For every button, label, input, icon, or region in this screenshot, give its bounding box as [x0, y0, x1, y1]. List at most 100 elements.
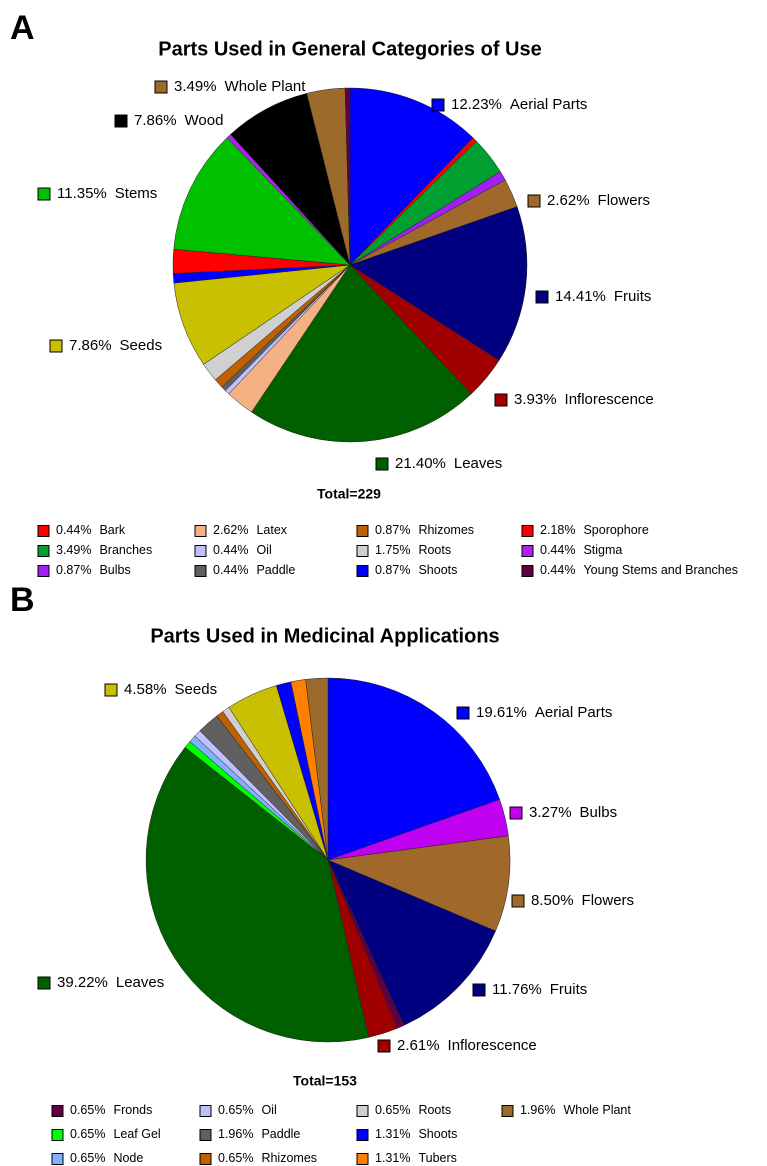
legend-swatch: [199, 1105, 212, 1117]
category-label: Bulbs: [580, 804, 618, 821]
value-label: 2.61%: [397, 1037, 440, 1054]
slice-label: 0.65% Leaf Gel: [70, 1127, 161, 1141]
slice-label: 0.65% Roots: [375, 1103, 451, 1117]
slice-label: 0.65% Rhizomes: [218, 1151, 317, 1165]
slice-label: 3.93% Inflorescence: [514, 391, 654, 408]
value-label: 2.62%: [213, 523, 248, 537]
slice-label: 2.62% Flowers: [547, 192, 650, 209]
category-label: Paddle: [261, 1127, 300, 1141]
legend-swatch: [37, 565, 50, 577]
category-label: Fruits: [614, 288, 652, 305]
value-label: 2.62%: [547, 192, 590, 209]
slice-label: 0.65% Node: [70, 1151, 143, 1165]
category-label: Aerial Parts: [510, 96, 588, 113]
slice-label: 0.65% Fronds: [70, 1103, 152, 1117]
category-label: Leaf Gel: [113, 1127, 160, 1141]
total-label: Total=229: [317, 486, 381, 502]
value-label: 3.27%: [529, 804, 572, 821]
legend-swatch: [49, 339, 63, 353]
slice-label: 1.96% Whole Plant: [520, 1103, 631, 1117]
legend-swatch: [199, 1153, 212, 1165]
category-label: Roots: [418, 543, 451, 557]
value-label: 0.65%: [218, 1103, 253, 1117]
category-label: Whole Plant: [563, 1103, 631, 1117]
value-label: 2.18%: [540, 523, 575, 537]
value-label: 0.65%: [70, 1127, 105, 1141]
category-label: Leaves: [454, 455, 502, 472]
value-label: 0.44%: [213, 563, 248, 577]
panel-letter: A: [10, 9, 35, 47]
category-label: Fruits: [550, 981, 588, 998]
pie-slice: [327, 835, 511, 932]
legend-swatch: [456, 706, 470, 720]
category-label: Node: [113, 1151, 143, 1165]
slice-label: 3.27% Bulbs: [529, 804, 617, 821]
category-label: Rhizomes: [261, 1151, 317, 1165]
slice-label: 19.61% Aerial Parts: [476, 704, 612, 721]
slice-label: 4.58% Seeds: [124, 681, 217, 698]
legend-swatch: [194, 525, 207, 537]
legend-swatch: [431, 98, 445, 112]
legend-swatch: [194, 565, 207, 577]
slice-label: 0.44% Young Stems and Branches: [540, 563, 738, 577]
legend-swatch: [527, 194, 541, 208]
category-label: Leaves: [116, 974, 164, 991]
slice-label: 14.41% Fruits: [555, 288, 651, 305]
slice-label: 1.31% Shoots: [375, 1127, 457, 1141]
category-label: Sporophore: [583, 523, 648, 537]
slice-label: 2.61% Inflorescence: [397, 1037, 537, 1054]
pie-slice: [305, 677, 329, 861]
value-label: 1.75%: [375, 543, 410, 557]
legend-swatch: [521, 545, 534, 557]
slice-label: 3.49% Branches: [56, 543, 152, 557]
legend-swatch: [521, 525, 534, 537]
slice-label: 1.75% Roots: [375, 543, 451, 557]
legend-swatch: [356, 1153, 369, 1165]
category-label: Stigma: [583, 543, 622, 557]
value-label: 19.61%: [476, 704, 527, 721]
category-label: Aerial Parts: [535, 704, 613, 721]
legend-swatch: [377, 1039, 391, 1053]
slice-label: 0.87% Rhizomes: [375, 523, 474, 537]
category-label: Inflorescence: [565, 391, 654, 408]
legend-swatch: [356, 545, 369, 557]
value-label: 0.65%: [218, 1151, 253, 1165]
pie-slice: [344, 87, 351, 266]
value-label: 3.49%: [174, 78, 217, 95]
legend-swatch: [37, 525, 50, 537]
value-label: 4.58%: [124, 681, 167, 698]
legend-swatch: [511, 894, 525, 908]
category-label: Bark: [99, 523, 125, 537]
value-label: 0.65%: [375, 1103, 410, 1117]
slice-label: 0.65% Oil: [218, 1103, 277, 1117]
value-label: 0.65%: [70, 1151, 105, 1165]
category-label: Stems: [115, 185, 158, 202]
legend-swatch: [37, 976, 51, 990]
pie-slice: [251, 264, 472, 443]
category-label: Oil: [261, 1103, 276, 1117]
pie-slice: [349, 206, 528, 361]
legend-swatch: [509, 806, 523, 820]
legend-swatch: [37, 187, 51, 201]
category-label: Branches: [99, 543, 152, 557]
slice-label: 11.35% Stems: [57, 185, 157, 202]
legend-swatch: [494, 393, 508, 407]
slice-label: 39.22% Leaves: [57, 974, 164, 991]
slice-label: 1.96% Paddle: [218, 1127, 300, 1141]
legend-swatch: [356, 565, 369, 577]
slice-label: 0.44% Paddle: [213, 563, 295, 577]
legend-swatch: [51, 1153, 64, 1165]
category-label: Whole Plant: [225, 78, 307, 95]
value-label: 11.35%: [57, 185, 107, 202]
slice-label: 2.18% Sporophore: [540, 523, 649, 537]
category-label: Flowers: [598, 192, 651, 209]
value-label: 0.87%: [375, 563, 410, 577]
slice-label: 0.44% Oil: [213, 543, 272, 557]
category-label: Seeds: [120, 337, 163, 354]
legend-swatch: [37, 545, 50, 557]
slice-label: 0.44% Stigma: [540, 543, 622, 557]
chart-title: Parts Used in Medicinal Applications: [150, 625, 499, 647]
slice-label: 12.23% Aerial Parts: [451, 96, 587, 113]
slice-label: 0.87% Shoots: [375, 563, 457, 577]
slice-label: 1.31% Tubers: [375, 1151, 457, 1165]
